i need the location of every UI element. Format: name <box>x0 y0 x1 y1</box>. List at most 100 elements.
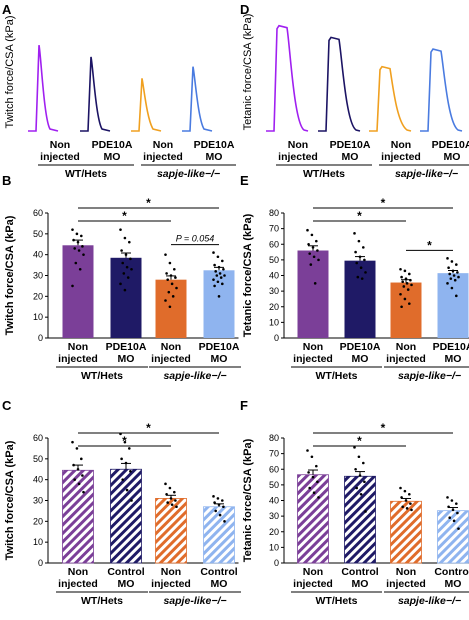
panel-c-category-label: Control <box>200 566 237 578</box>
panel-c-data-point <box>218 513 222 517</box>
panel-d-category-label: MO <box>342 151 359 163</box>
panel-b-data-point <box>123 236 127 240</box>
panel-b-data-point <box>82 253 85 256</box>
panel-a-category-label: PDE10A <box>92 139 133 151</box>
panel-c-data-point <box>168 486 172 490</box>
panel-c-data-point <box>77 482 81 486</box>
panel-c-data-point <box>130 499 133 502</box>
panel-e-y-tick-label: 20 <box>269 302 279 312</box>
panel-d-group-label: sapje-like−/− <box>395 168 458 180</box>
panel-e-data-point <box>400 305 403 309</box>
panel-b-data-point <box>81 245 84 248</box>
panel-e-data-point <box>455 263 458 266</box>
panel-b-data-point <box>126 276 130 279</box>
panel-c-data-point <box>170 503 174 506</box>
panel-d-category-label: MO <box>444 151 461 163</box>
panel-f-data-point <box>308 486 312 490</box>
panel-f-y-tick-label: 80 <box>269 433 279 443</box>
panel-b-y-tick-label: 0 <box>38 333 43 343</box>
panel-f-data-point <box>446 496 449 499</box>
panel-d-category-label: Non <box>288 139 308 151</box>
panel-f-data-point <box>359 492 363 496</box>
panel-c-data-point <box>80 457 83 461</box>
panel-b-data-point <box>219 276 223 279</box>
panel-e-data-point <box>356 275 360 279</box>
panel-b-data-point <box>73 247 76 250</box>
panel-b-data-point <box>120 249 123 252</box>
panel-d-category-label: Non <box>391 139 411 151</box>
panel-b-y-tick-label: 20 <box>33 291 43 301</box>
panel-e-data-point <box>410 283 413 287</box>
panel-f-y-tick-label: 50 <box>269 480 279 490</box>
panel-c-data-point <box>217 503 221 506</box>
panel-c-data-point <box>165 492 168 496</box>
panel-b-data-point <box>171 295 175 298</box>
panel-d-category-label: injected <box>278 151 318 163</box>
panel-b-data-point <box>75 232 79 236</box>
panel-f-data-point <box>452 519 456 523</box>
panel-b-data-point <box>167 290 171 294</box>
panel-b-data-point <box>170 282 174 286</box>
panel-e-data-point <box>355 261 359 265</box>
panel-c-significance-label: * <box>122 434 127 448</box>
panel-c-group-label: sapje-like−/− <box>163 595 226 607</box>
panel-f-y-tick-label: 40 <box>269 496 279 506</box>
panel-e-data-point <box>408 302 411 305</box>
panel-b-data-point <box>166 278 169 281</box>
panel-f-letter: F <box>240 398 248 413</box>
panel-e-data-point <box>353 232 356 235</box>
panel-c-data-point <box>216 497 220 500</box>
panel-e-data-point <box>403 269 407 273</box>
panel-b-data-point <box>218 272 222 275</box>
panel-e-data-point <box>400 275 403 279</box>
panel-b-group-label: WT/Hets <box>81 370 123 382</box>
panel-d-category-label: PDE10A <box>432 139 469 151</box>
panel-b-data-point <box>169 274 173 277</box>
panel-b-category-label: Non <box>161 341 181 353</box>
panel-e-y-tick-label: 80 <box>269 208 279 218</box>
panel-b-bar <box>155 279 187 338</box>
panel-b-data-point <box>77 249 81 252</box>
panel-e-data-point <box>317 258 320 262</box>
panel-e-data-point <box>404 277 408 280</box>
panel-f-data-point <box>410 508 413 512</box>
panel-f-data-point <box>358 474 362 477</box>
panel-f-significance-label: * <box>357 434 362 448</box>
panel-e-data-point <box>363 258 366 262</box>
panel-c-category-label: injected <box>58 578 98 590</box>
panel-b-data-point <box>164 253 167 256</box>
panel-a-force-trace <box>182 66 213 132</box>
panel-e-bar <box>437 273 469 338</box>
panel-b-data-point <box>119 282 122 286</box>
panel-f-data-point <box>404 499 408 502</box>
panel-b-category-label: MO <box>211 353 228 365</box>
panel-b-data-point <box>124 253 128 256</box>
panel-b-data-point <box>122 272 126 275</box>
panel-a-group-label: sapje-like−/− <box>157 168 220 180</box>
panel-e-data-point <box>401 280 405 284</box>
panel-b-group-label: sapje-like−/− <box>163 370 226 382</box>
panel-f-category-label: MO <box>445 578 462 590</box>
panel-e-data-point <box>456 271 459 274</box>
panel-e-data-point <box>450 260 454 263</box>
panel-b-letter: B <box>2 173 11 188</box>
panel-e-data-point <box>399 267 402 271</box>
panel-e-significance-label: * <box>381 196 386 210</box>
panel-c-data-point <box>81 474 84 477</box>
panel-e-y-tick-label: 10 <box>269 317 279 327</box>
panel-b-data-point <box>223 274 226 277</box>
panel-f-data-point <box>450 499 454 502</box>
panel-f-data-point <box>455 502 458 505</box>
panel-c-data-point <box>223 520 226 523</box>
panel-f-category-label: Control <box>341 566 378 578</box>
panel-d-force-trace <box>420 48 463 132</box>
panel-f-data-point <box>311 475 315 479</box>
panel-f-data-point <box>312 491 316 494</box>
panel-e-group-label: sapje-like−/− <box>398 370 461 382</box>
panel-c-data-point <box>71 440 74 444</box>
panel-e-data-point <box>354 250 357 254</box>
panel-b-significance-label: * <box>146 196 151 210</box>
panel-f-y-axis-label: Tetanic force/CSA (kPa) <box>242 438 254 562</box>
panel-c-data-point <box>72 463 75 467</box>
panel-e-y-tick-label: 40 <box>269 271 279 281</box>
